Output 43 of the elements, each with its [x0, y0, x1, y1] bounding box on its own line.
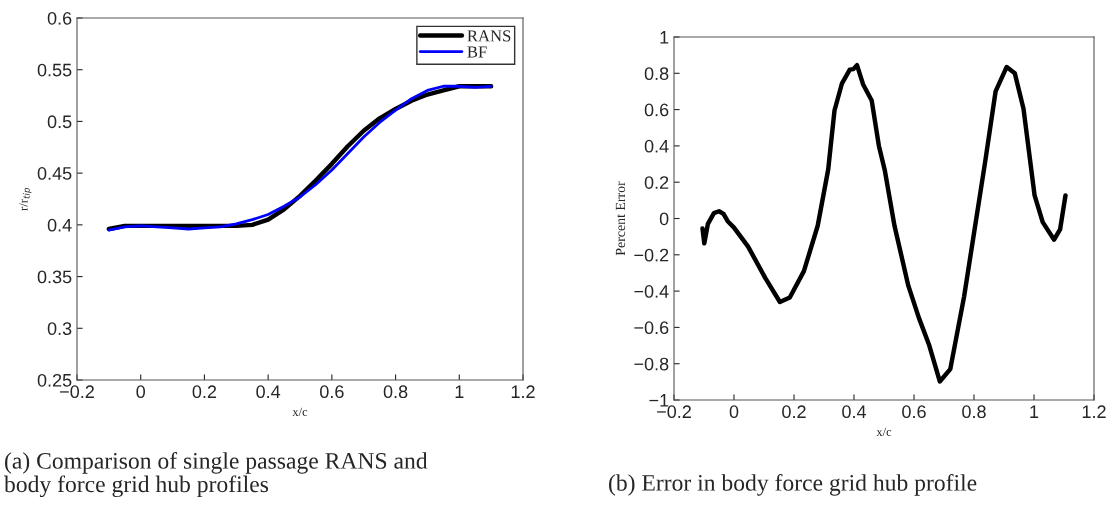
x-tick-label: 0.2	[192, 385, 217, 399]
x-tick-label: 0	[729, 405, 739, 419]
x-tick-label: 1.2	[511, 385, 535, 398]
y-tick-label: 0.45	[37, 167, 72, 180]
legend-label: BF	[467, 46, 487, 58]
x-tick-label: 0	[136, 385, 146, 399]
x-tick-label: −0.2	[60, 385, 94, 399]
x-tick-label: 0.6	[902, 405, 926, 419]
legend-label: RANS	[467, 30, 511, 42]
y-tick-label: 0.55	[37, 63, 72, 77]
x-tick-label: 0.2	[782, 405, 806, 419]
y-tick-label: 0	[659, 212, 669, 226]
y-tick-label: 0.3	[47, 322, 72, 336]
y-tick-label: −1	[649, 394, 669, 407]
text: (a) Comparison of single passage RANS and body force grid hub profiles	[4, 452, 428, 498]
y-tick-label: 0.4	[644, 139, 669, 153]
y-tick-label: 0.2	[644, 176, 669, 189]
y-tick-label: −0.4	[634, 285, 669, 298]
x-tick-label: 1	[455, 385, 464, 398]
y-tick-label: 0.5	[47, 115, 72, 129]
y-tick-label: 1	[660, 31, 669, 44]
y-tick-label: 0.8	[644, 67, 669, 81]
y-tick-label: 0.6	[644, 103, 669, 117]
y-tick-label: 0.35	[37, 270, 72, 284]
y-tick-label: −0.2	[634, 248, 669, 262]
x-tick-label: 0.8	[962, 405, 986, 419]
x-axis-title: x/c	[292, 407, 308, 417]
x-tick-label: 0.8	[383, 385, 408, 399]
x-tick-label: 1	[1030, 405, 1039, 418]
x-axis-title: x/c	[876, 427, 892, 437]
y-tick-label: −0.8	[634, 357, 669, 371]
x-tick-label: 0.6	[320, 385, 344, 399]
x-tick-label: 0.4	[256, 385, 281, 399]
x-tick-label: 0.4	[842, 405, 867, 419]
y-tick-label: 0.4	[47, 218, 72, 232]
y-axis-title: r/r$_{tip}$	[19, 187, 32, 211]
text: (b) Error in body force grid hub profile	[609, 474, 977, 496]
y-axis-title: Percent Error	[615, 181, 626, 256]
line-series	[700, 62, 1068, 384]
y-tick-label: −0.6	[634, 321, 669, 335]
y-tick-label: 0.25	[37, 373, 72, 387]
y-tick-label: 0.6	[47, 11, 72, 25]
x-tick-label: 1.2	[1082, 405, 1106, 418]
